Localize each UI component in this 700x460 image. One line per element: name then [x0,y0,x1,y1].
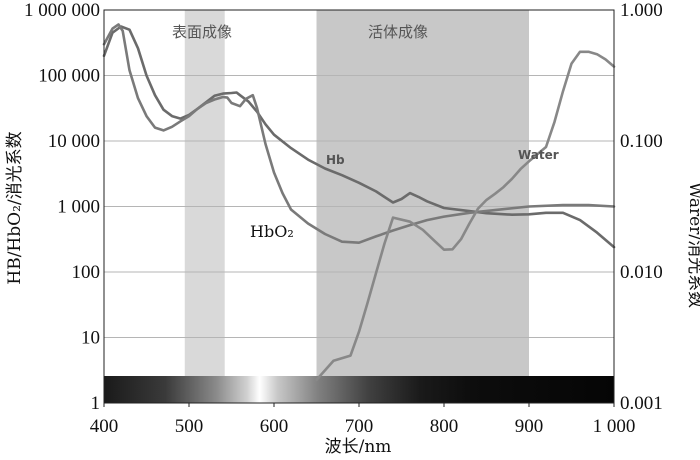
y-left-tick-label: 100 000 [38,66,100,87]
y-left-tick-label: 10 [81,328,100,349]
series-label-water: Water [518,148,559,162]
x-tick-label: 1 000 [593,416,636,437]
spectrum-gradient-bar [104,376,614,403]
y-left-tick-label: 1 [91,393,101,414]
x-tick-label: 400 [90,416,119,437]
y-right-tick-label: 0.100 [620,131,663,152]
y-axis-right-title: Warer/消光系数 [685,182,700,308]
tick-labels: 400 500 600 700 800 900 1 000 1 10 100 1 000 10 000… [24,0,663,437]
y-left-tick-label: 1 000 [57,197,100,218]
series-lines [102,23,616,382]
y-left-tick-label: 100 [72,262,101,283]
x-tick-label: 500 [175,416,204,437]
x-axis-title: 波长/nm [325,437,392,457]
band-label-in-vivo: 活体成像 [368,23,428,41]
y-right-tick-label: 1.000 [620,0,663,21]
y-right-tick-label: 0.010 [620,262,663,283]
y-left-tick-label: 10 000 [48,131,100,152]
series-labels: 表面成像 活体成像 Hb Water HbO₂ [172,23,559,241]
x-tick-label: 600 [260,416,289,437]
series-label-hbo2: HbO₂ [250,222,294,241]
x-tick-label: 900 [515,416,544,437]
y-right-tick-label: 0.001 [620,393,663,414]
x-tick-label: 800 [430,416,459,437]
band-label-surface: 表面成像 [172,23,232,41]
series-line-water [315,50,616,382]
series-line-hbo [102,23,616,244]
spectrum-bar [104,376,614,403]
y-axis-left-title: HB/HbO₂/消光系数 [5,131,25,284]
series-label-hb: Hb [326,153,345,167]
y-left-tick-label: 1 000 000 [24,0,100,21]
series-line-hb [102,25,616,249]
x-tick-label: 700 [345,416,374,437]
